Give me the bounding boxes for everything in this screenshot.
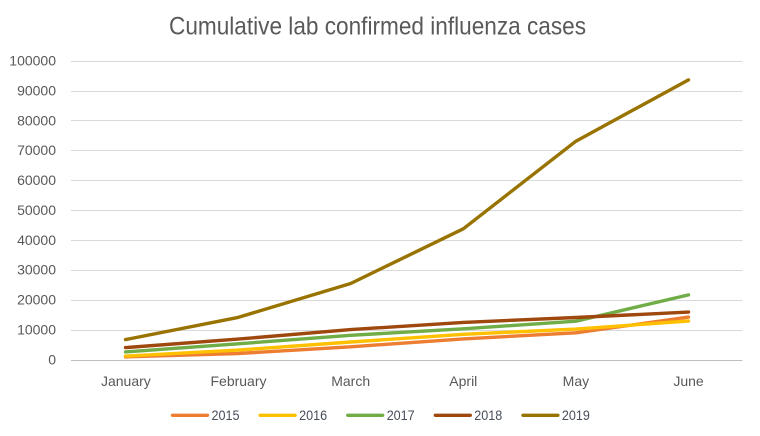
svg-text:0: 0 <box>48 351 56 367</box>
svg-text:100000: 100000 <box>9 53 56 69</box>
svg-text:2017: 2017 <box>387 407 415 423</box>
svg-text:2019: 2019 <box>562 407 590 423</box>
svg-text:Cumulative lab confirmed influ: Cumulative lab confirmed influenza cases <box>169 13 586 41</box>
svg-text:90000: 90000 <box>17 82 56 98</box>
svg-text:April: April <box>449 373 477 389</box>
svg-text:2015: 2015 <box>212 407 240 423</box>
svg-text:2018: 2018 <box>474 407 502 423</box>
svg-text:February: February <box>210 373 266 389</box>
svg-text:10000: 10000 <box>17 321 56 337</box>
svg-text:40000: 40000 <box>17 232 56 248</box>
svg-text:January: January <box>101 373 151 389</box>
svg-text:March: March <box>331 373 370 389</box>
svg-text:2016: 2016 <box>299 407 327 423</box>
svg-text:30000: 30000 <box>17 262 56 278</box>
svg-text:60000: 60000 <box>17 172 56 188</box>
svg-text:May: May <box>563 373 589 389</box>
svg-text:20000: 20000 <box>17 292 56 308</box>
svg-text:50000: 50000 <box>17 202 56 218</box>
svg-text:80000: 80000 <box>17 112 56 128</box>
svg-text:June: June <box>673 373 704 389</box>
svg-text:70000: 70000 <box>17 142 56 158</box>
